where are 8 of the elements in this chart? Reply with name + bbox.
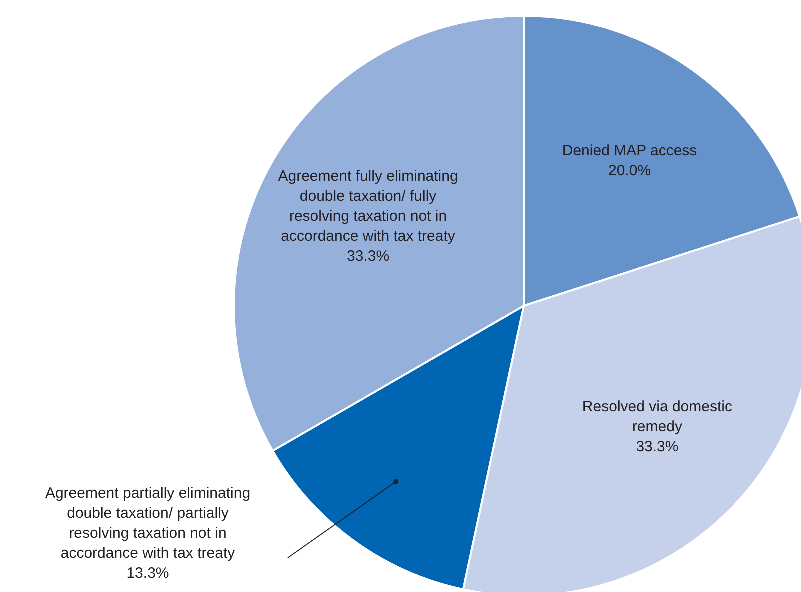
slice-label: Agreement fully eliminating double taxation/ fully resolving taxation not in accordance with tax treaty [278,168,458,246]
data-label: 20.0% [608,162,652,180]
slice-label: Resolved via domestic remedy [582,398,733,436]
slice-label: Agreement partially eliminating double taxation/ partially resolving taxation not in accordance with tax treaty [45,485,251,562]
data-label: 33.3% [347,248,390,266]
data-label: 33.3% [636,438,679,456]
slice-label: Denied MAP access [562,142,698,160]
data-label: 13.3% [126,565,170,582]
